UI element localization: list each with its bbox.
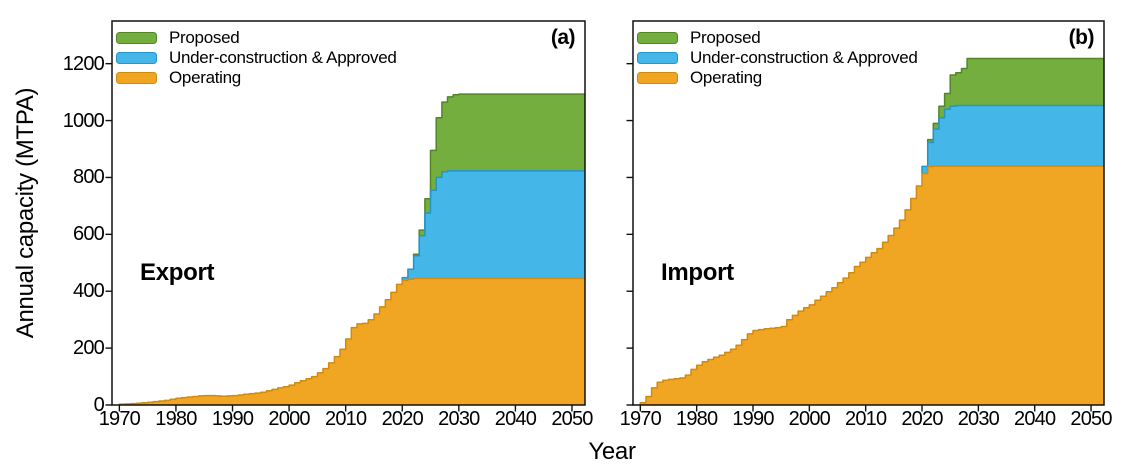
legend-swatch-operating (637, 72, 678, 84)
legend-label: Operating (690, 68, 762, 87)
edge-under-construction-approved-export (401, 170, 585, 281)
x-tick-label: 1970 (98, 408, 141, 430)
x-tick-label: 1980 (676, 408, 718, 430)
x-tick-label: 1970 (619, 408, 662, 430)
panel-tag: (b) (1068, 26, 1095, 49)
y-tick-label: 600 (73, 223, 105, 246)
x-tick-label: 2010 (325, 408, 367, 430)
x-tick-label: 2020 (901, 408, 943, 430)
y-tick-label: 200 (73, 337, 105, 360)
legend-swatch-proposed (116, 32, 157, 44)
x-tick-label: 2030 (438, 408, 480, 430)
x-tick-label: 1980 (155, 408, 197, 430)
panel-b-overlay: Proposed Under-construction & Approved O… (633, 21, 1104, 405)
legend-label: Proposed (690, 28, 761, 47)
x-tick-label: 2050 (1070, 408, 1112, 430)
legend: Proposed Under-construction & Approved O… (116, 28, 397, 88)
legend-label: Under-construction & Approved (169, 48, 397, 67)
legend-swatch-proposed (637, 32, 678, 44)
x-tick-label: 2000 (788, 408, 831, 430)
panel-tag: (a) (550, 26, 576, 49)
legend-item: Under-construction & Approved (637, 48, 918, 68)
x-tick-label: 2040 (1014, 408, 1056, 430)
x-axis-label: Year (588, 438, 636, 465)
panel-region-label: Import (661, 259, 734, 286)
axes-frame (111, 20, 586, 406)
edge-proposed-import (926, 57, 1104, 143)
legend-swatch-under-construction (116, 52, 157, 64)
y-tick-label: 1200 (62, 52, 105, 75)
edge-operating-export (118, 277, 585, 405)
axes-frame (632, 20, 1105, 406)
x-tick-label: 2030 (957, 408, 1000, 430)
edge-under-construction-approved-import (921, 104, 1104, 174)
edge-proposed-export (412, 93, 585, 256)
x-tick-label: 1990 (732, 408, 774, 430)
legend-item: Proposed (637, 28, 918, 48)
legend-label: Under-construction & Approved (690, 48, 918, 67)
panel-a-overlay: Proposed Under-construction & Approved O… (112, 21, 585, 405)
y-tick-label: 800 (73, 166, 105, 189)
y-tick-label: 400 (73, 280, 105, 303)
x-tick-label: 2050 (551, 408, 593, 430)
x-tick-label: 2020 (381, 408, 424, 430)
x-tick-label: 2010 (845, 408, 887, 430)
edge-operating-import (639, 165, 1104, 405)
legend-label: Operating (169, 68, 241, 87)
legend-item: Proposed (116, 28, 397, 48)
legend: Proposed Under-construction & Approved O… (637, 28, 918, 88)
area-operating-export (112, 278, 585, 405)
legend-swatch-under-construction (637, 52, 678, 64)
area-operating-import (633, 166, 1104, 405)
x-tick-label: 2000 (268, 408, 310, 430)
legend-item: Operating (116, 68, 397, 88)
legend-item: Operating (637, 68, 918, 88)
x-tick-label: 2040 (494, 408, 537, 430)
legend-label: Proposed (169, 28, 240, 47)
legend-swatch-operating (116, 72, 157, 84)
panel-region-label: Export (140, 259, 215, 286)
y-tick-label: 0 (93, 394, 105, 416)
x-tick-label: 1990 (211, 408, 254, 430)
legend-item: Under-construction & Approved (116, 48, 397, 68)
y-axis-label: Annual capacity (MTPA) (12, 87, 39, 339)
y-tick-label: 1000 (62, 109, 105, 132)
